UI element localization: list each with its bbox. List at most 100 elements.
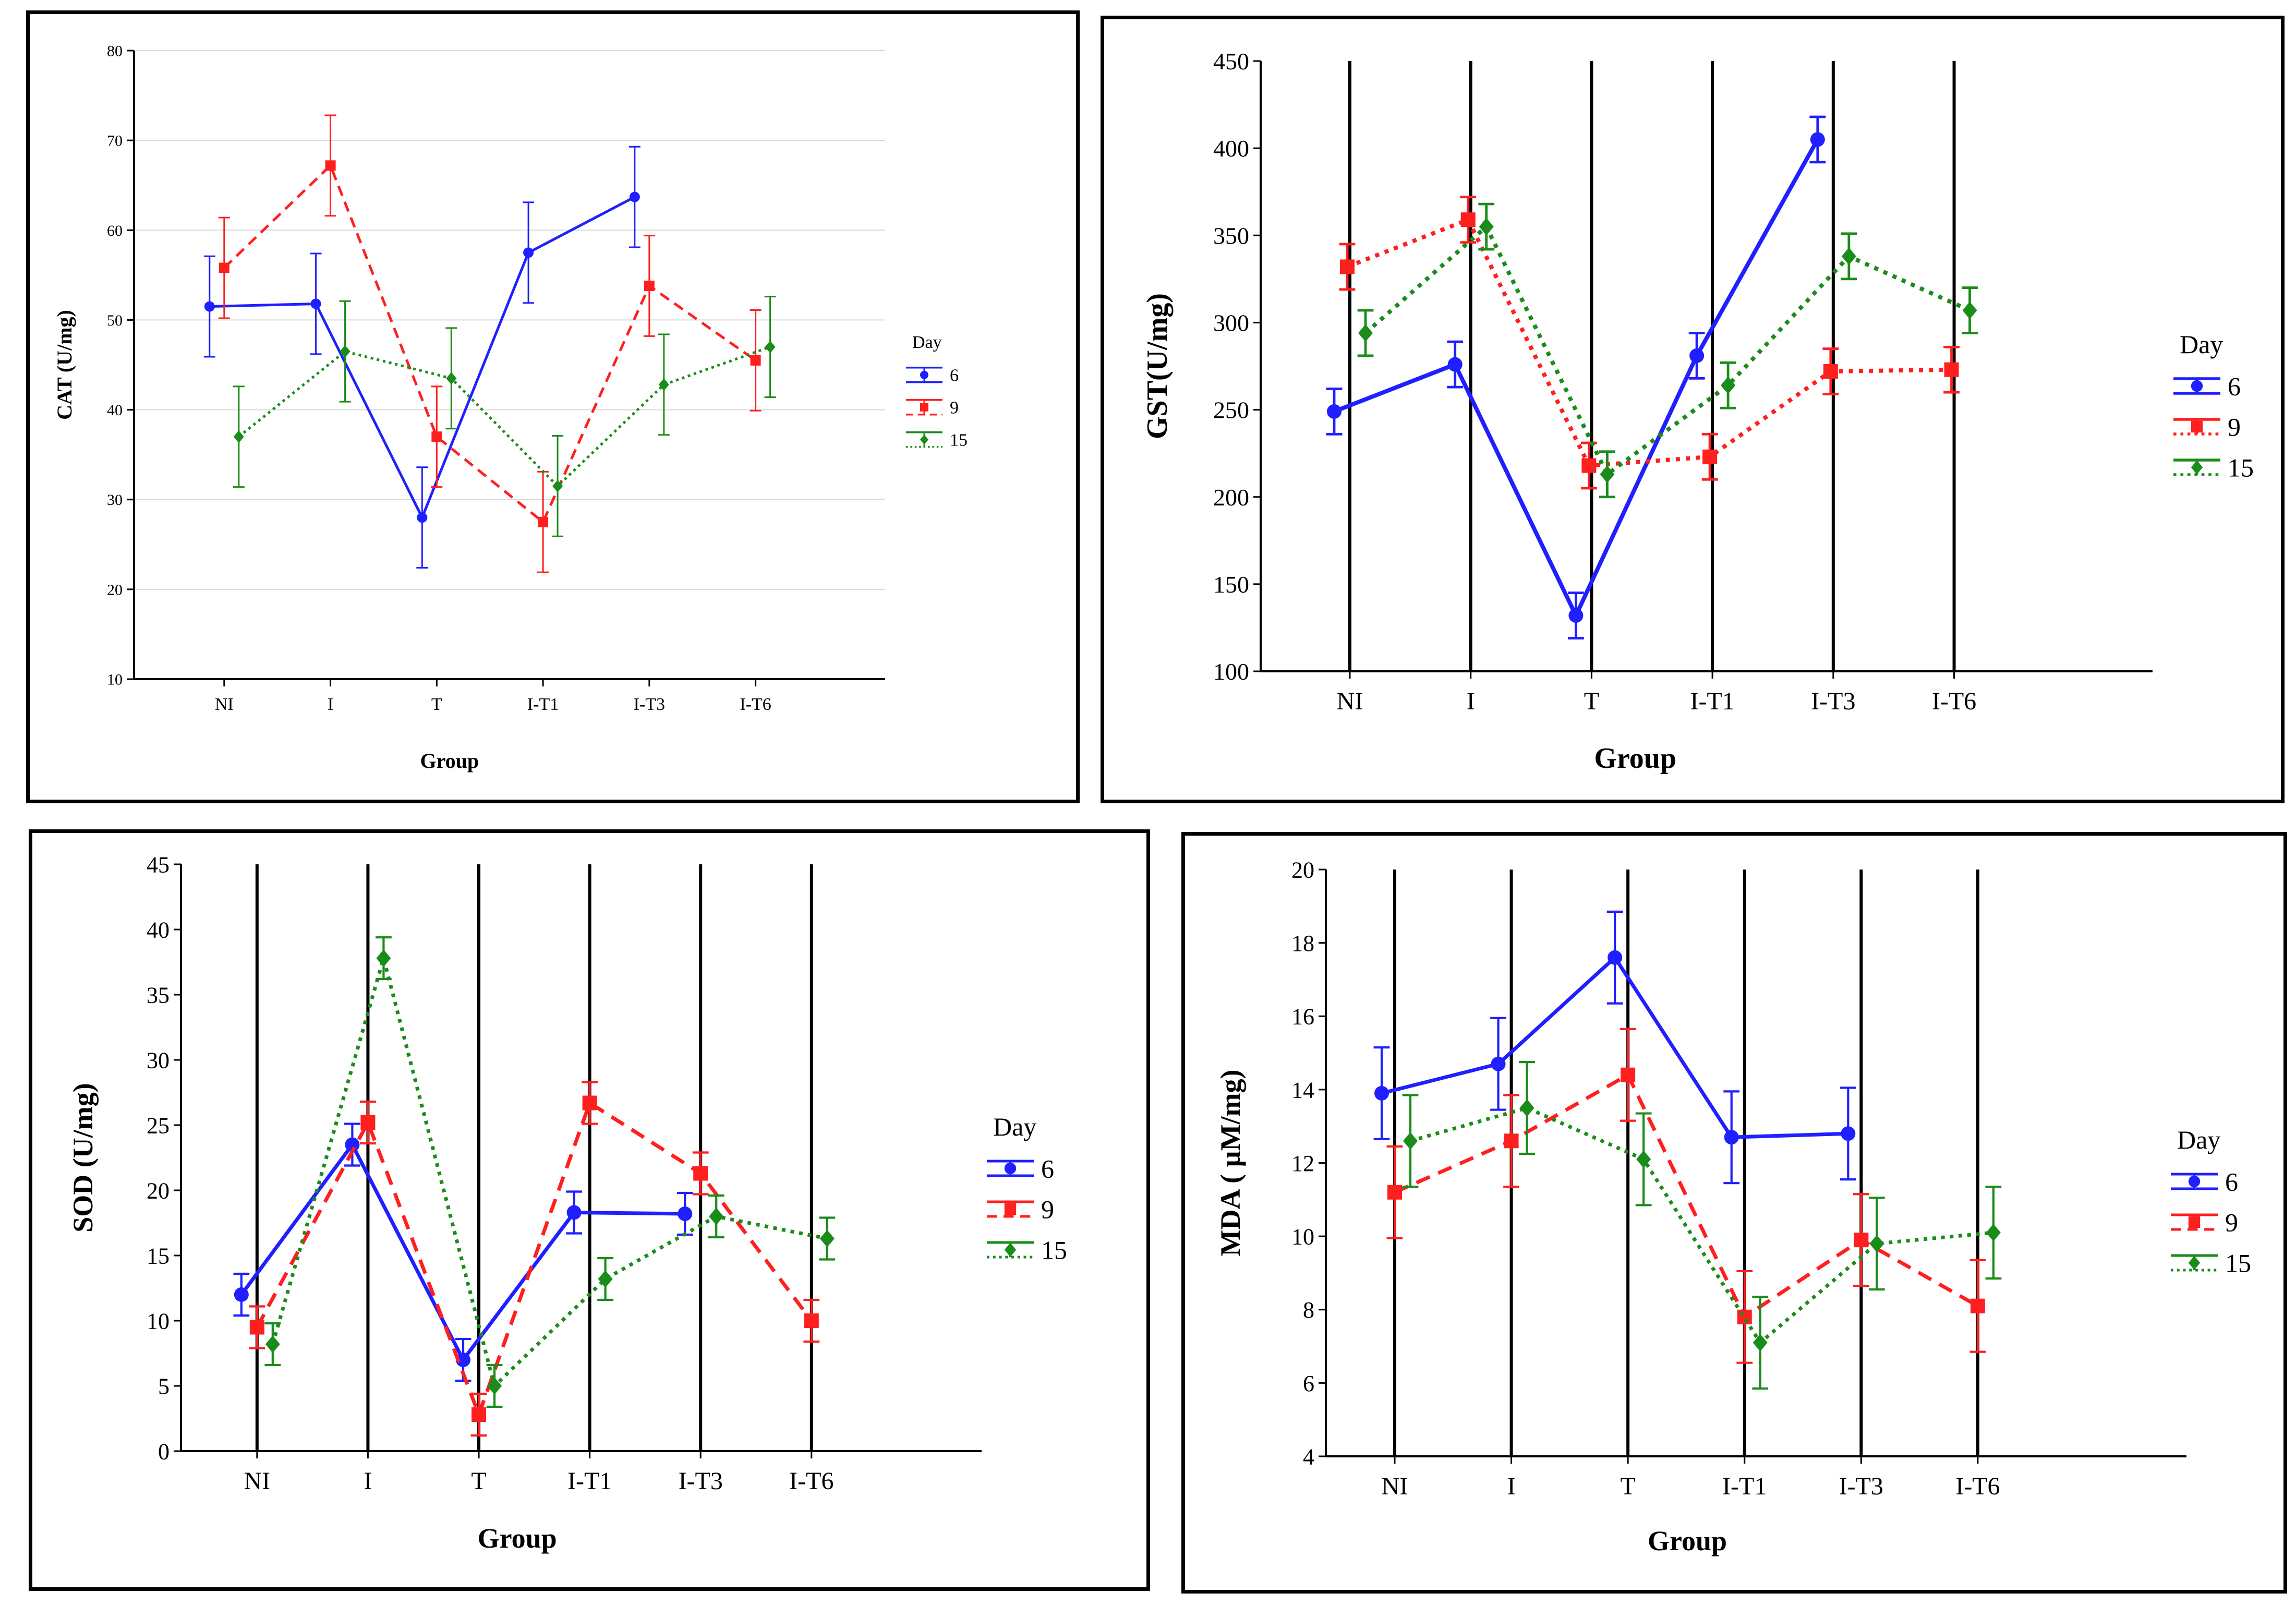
data-point bbox=[431, 431, 442, 442]
data-point bbox=[204, 301, 215, 312]
data-point bbox=[1962, 301, 1977, 319]
y-ticks: 4 6 8 10 12 14 16 18 20 bbox=[1291, 857, 1326, 1469]
x-tick-label: NI bbox=[1382, 1473, 1408, 1500]
data-point bbox=[219, 262, 229, 273]
x-tick-label: NI bbox=[244, 1467, 270, 1495]
data-point bbox=[310, 298, 321, 309]
y-tick-label: 20 bbox=[147, 1178, 170, 1203]
y-tick-label: 10 bbox=[1291, 1224, 1314, 1250]
y-tick-label: 10 bbox=[107, 671, 123, 689]
y-tick-label: 12 bbox=[1291, 1151, 1314, 1176]
legend-title: Day bbox=[2177, 1125, 2220, 1154]
data-point bbox=[1340, 259, 1355, 274]
legend-item: 6 bbox=[2173, 372, 2241, 401]
y-tick-label: 30 bbox=[147, 1047, 170, 1073]
legend-item: 6 bbox=[987, 1154, 1054, 1184]
legend-label: 15 bbox=[950, 431, 968, 450]
series-line bbox=[1394, 1073, 1979, 1319]
series-line bbox=[271, 956, 828, 1388]
legend-item: 15 bbox=[906, 431, 968, 450]
data-point bbox=[1869, 1235, 1884, 1252]
cat-chart: 10 20 30 40 50 60 70 80 NI I T I-T1 I-T3 I-T6 Group CAT… bbox=[53, 43, 968, 773]
data-point bbox=[1387, 1185, 1402, 1200]
data-point bbox=[446, 372, 457, 385]
data-point bbox=[1702, 449, 1718, 464]
data-point bbox=[566, 1205, 582, 1220]
series-line bbox=[1346, 218, 1952, 468]
data-point bbox=[1568, 608, 1584, 623]
data-point bbox=[552, 479, 563, 492]
legend-label: 6 bbox=[950, 366, 959, 385]
legend-label: 15 bbox=[1041, 1236, 1067, 1265]
data-point bbox=[487, 1377, 502, 1395]
x-tick-label: I bbox=[328, 695, 333, 714]
grid bbox=[1393, 870, 1979, 1456]
x-tick-label: T bbox=[431, 695, 442, 714]
y-tick-label: 15 bbox=[147, 1243, 170, 1269]
y-tick-label: 45 bbox=[147, 852, 170, 877]
data-point bbox=[1986, 1224, 2001, 1241]
series-6 bbox=[1373, 910, 1856, 1185]
y-tick-label: 400 bbox=[1213, 135, 1249, 162]
legend-label: 9 bbox=[2225, 1208, 2238, 1237]
series-9 bbox=[218, 114, 762, 573]
data-point bbox=[360, 1115, 376, 1130]
series-line bbox=[1333, 138, 1820, 618]
legend-swatch-marker bbox=[2191, 420, 2203, 433]
gst-chart-panel: 100 150 200 250 300 350 400 450 NI I T I-T1 I-T3 I-T6… bbox=[1101, 16, 2285, 803]
data-point bbox=[234, 1287, 249, 1302]
legend-title: Day bbox=[993, 1112, 1036, 1141]
data-point bbox=[1403, 1132, 1418, 1150]
data-point bbox=[750, 355, 761, 366]
legend-swatch-marker bbox=[2188, 1216, 2201, 1228]
data-point bbox=[538, 516, 549, 527]
data-point bbox=[1841, 1126, 1856, 1141]
x-tick-label: I-T1 bbox=[1722, 1473, 1767, 1500]
x-tick-label: I-T1 bbox=[1690, 687, 1734, 715]
data-point bbox=[644, 281, 655, 292]
x-tick-label: I-T6 bbox=[1955, 1473, 2000, 1500]
legend: Day 6 9 15 bbox=[906, 333, 968, 450]
data-point bbox=[1753, 1334, 1768, 1351]
y-tick-label: 50 bbox=[107, 312, 123, 329]
legend-item: 9 bbox=[987, 1195, 1054, 1224]
data-point bbox=[265, 1335, 280, 1353]
x-tick-label: I-T1 bbox=[567, 1467, 612, 1495]
y-tick-label: 70 bbox=[107, 132, 123, 150]
legend-title: Day bbox=[2180, 330, 2223, 359]
x-tick-label: NI bbox=[215, 695, 234, 714]
y-tick-label: 150 bbox=[1213, 571, 1249, 598]
y-tick-label: 350 bbox=[1213, 222, 1249, 249]
series-line bbox=[1364, 224, 1971, 477]
data-point bbox=[376, 949, 391, 967]
series-6 bbox=[233, 1123, 693, 1382]
data-point bbox=[1479, 218, 1494, 236]
x-tick-label: I bbox=[1507, 1473, 1516, 1500]
y-tick-label: 10 bbox=[147, 1308, 170, 1334]
data-point bbox=[709, 1208, 724, 1225]
legend-item: 15 bbox=[2171, 1249, 2251, 1278]
series-line bbox=[223, 164, 757, 524]
legend-item: 9 bbox=[2173, 413, 2241, 442]
y-tick-label: 20 bbox=[107, 581, 123, 598]
y-axis-title: SOD (U/mg) bbox=[67, 1083, 99, 1232]
series-line bbox=[238, 345, 771, 488]
legend-swatch-marker bbox=[1004, 1242, 1017, 1257]
data-point bbox=[1504, 1133, 1519, 1149]
legend-label: 9 bbox=[950, 399, 959, 418]
legend: Day 6 9 15 bbox=[987, 1112, 1067, 1265]
legend-swatch-marker bbox=[2188, 1175, 2201, 1188]
data-point bbox=[1944, 362, 1959, 377]
x-axis-title: Group bbox=[1648, 1525, 1727, 1556]
y-tick-label: 25 bbox=[147, 1113, 170, 1138]
x-axis-title: Group bbox=[420, 749, 479, 773]
legend-swatch-marker bbox=[2188, 1256, 2201, 1270]
legend-title: Day bbox=[912, 333, 942, 352]
x-ticks: NI I T I-T1 I-T3 I-T6 bbox=[244, 1451, 833, 1495]
y-tick-label: 5 bbox=[158, 1373, 170, 1399]
data-point bbox=[1636, 1150, 1651, 1168]
cat-chart-panel: 10 20 30 40 50 60 70 80 NI I T I-T1 I-T3 I-T6 Group CAT… bbox=[26, 10, 1080, 803]
data-point bbox=[1721, 376, 1736, 394]
series-9 bbox=[1339, 196, 1960, 490]
